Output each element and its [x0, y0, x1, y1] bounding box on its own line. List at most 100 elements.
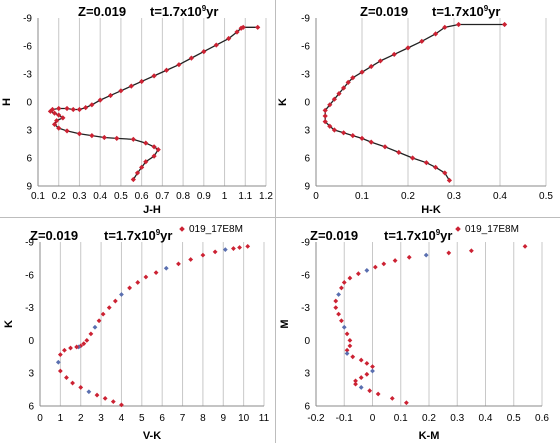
data-point — [446, 250, 452, 256]
data-point — [107, 92, 114, 99]
y-tick-label: -6 — [301, 42, 310, 53]
data-point — [442, 170, 448, 176]
data-point — [163, 67, 170, 73]
data-point — [344, 331, 350, 337]
x-axis-label: V-K — [143, 430, 161, 442]
y-tick-label: 9 — [304, 182, 310, 193]
y-tick-label: -6 — [25, 270, 34, 281]
x-tick-label: 0.3 — [447, 191, 461, 202]
data-point — [392, 258, 398, 263]
y-tick-label: 9 — [26, 182, 32, 193]
data-point — [188, 257, 194, 262]
chart-subtitle: t=1.7x109yr — [150, 4, 218, 19]
data-point — [130, 136, 136, 142]
data-point — [368, 139, 374, 145]
x-tick-label: 0.3 — [73, 191, 87, 202]
y-tick-label: 0 — [304, 98, 310, 109]
data-point — [88, 331, 94, 337]
y-tick-label: 6 — [304, 154, 310, 165]
data-point — [350, 354, 356, 360]
x-tick-label: 5 — [139, 413, 145, 424]
x-tick-label: 0.7 — [155, 191, 169, 202]
x-tick-label: 0.2 — [401, 191, 415, 202]
data-point — [78, 343, 84, 349]
chart-title: Z=0.019 — [78, 4, 126, 19]
data-point — [112, 298, 118, 304]
legend-label: 019_17E8M — [189, 224, 243, 235]
data-point — [368, 63, 374, 70]
x-tick-label: 1 — [222, 191, 228, 202]
data-point — [74, 344, 80, 350]
data-point — [135, 280, 141, 285]
data-point — [57, 368, 63, 374]
x-tick-label: 0.5 — [114, 191, 128, 202]
series-line — [324, 23, 505, 181]
data-point — [345, 79, 351, 85]
data-point — [353, 378, 358, 384]
y-tick-label: 6 — [304, 402, 310, 413]
data-point — [423, 252, 429, 258]
y-axis-label: K — [277, 98, 289, 106]
data-point — [347, 338, 353, 343]
data-point — [106, 305, 112, 310]
x-tick-label: -0.1 — [336, 413, 354, 424]
chart-panel-hk-k: 0 0.1 0.2 0.3 0.4 0.5 -9 -6 -3 0 3 6 9 Z=0.019 t=1.7x1… — [276, 0, 560, 217]
x-tick-label: 0.1 — [355, 191, 369, 202]
y-tick-label: -9 — [23, 14, 32, 25]
x-tick-label: -0.2 — [307, 413, 325, 424]
y-tick-label: -3 — [23, 70, 32, 81]
x-tick-label: 3 — [98, 413, 104, 424]
data-point — [344, 347, 350, 353]
data-point — [155, 147, 161, 153]
data-point — [382, 144, 388, 150]
data-point — [56, 105, 62, 112]
chart-panel-km-m: -0.2 -0.1 0 0.1 0.2 0.3 0.4 0.5 0.6 -9 -6 -3 0 3 6 Z=0.… — [276, 218, 560, 443]
data-point — [89, 102, 95, 108]
data-point — [238, 25, 244, 31]
data-point — [358, 357, 364, 363]
data-point — [355, 271, 361, 277]
data-point — [119, 402, 124, 408]
y-tick-label: 0 — [304, 336, 310, 347]
x-tick-label: 4 — [119, 413, 125, 424]
data-point — [364, 360, 370, 366]
data-point — [96, 318, 102, 324]
data-point — [410, 155, 416, 161]
y-tick-label: 3 — [26, 126, 32, 137]
x-tick-label: 1.2 — [259, 191, 273, 202]
data-point — [456, 21, 462, 28]
data-point — [139, 78, 145, 85]
y-tick-label: 3 — [304, 369, 310, 380]
x-tick-label: 11 — [259, 413, 270, 424]
data-point — [339, 285, 344, 291]
data-point — [347, 343, 353, 349]
data-point — [350, 133, 356, 139]
data-point — [92, 324, 98, 330]
data-point — [347, 275, 353, 281]
chart-subtitle: t=1.7x109yr — [104, 228, 172, 243]
data-point — [83, 105, 89, 111]
data-point — [237, 245, 242, 250]
x-tick-label: 6 — [159, 413, 165, 424]
data-point — [78, 385, 84, 390]
data-point — [370, 364, 375, 370]
y-tick-label: -6 — [23, 42, 32, 53]
data-point — [200, 252, 206, 258]
data-point — [68, 345, 73, 351]
data-point — [70, 380, 75, 386]
x-tick-label: 0 — [37, 413, 43, 424]
data-point — [56, 112, 62, 118]
data-point — [234, 29, 240, 35]
data-point — [55, 359, 61, 365]
data-point — [54, 118, 60, 124]
x-tick-label: 0.9 — [197, 191, 211, 202]
y-tick-label: 3 — [28, 369, 34, 380]
data-point — [375, 391, 381, 397]
data-point — [353, 381, 358, 387]
y-tick-label: -9 — [301, 238, 310, 249]
data-point — [102, 395, 108, 401]
data-point — [188, 55, 194, 61]
legend-marker — [455, 226, 461, 232]
data-point — [201, 49, 207, 55]
data-point — [336, 311, 341, 317]
